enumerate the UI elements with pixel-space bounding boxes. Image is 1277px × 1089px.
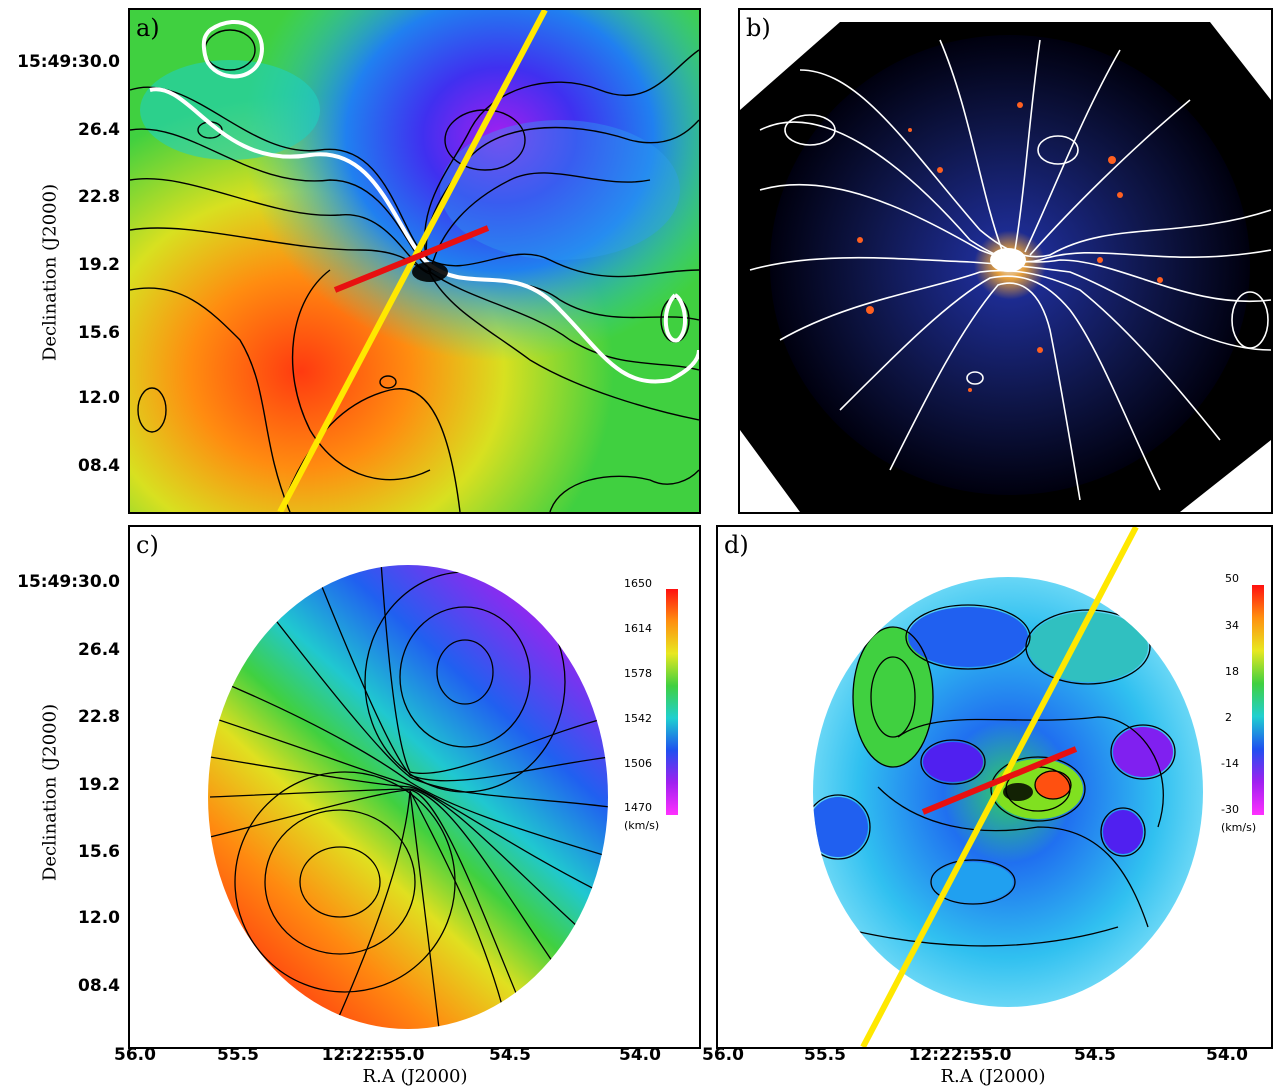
panel-label: d) (724, 531, 749, 559)
y-tick: 15:49:30.0 (17, 52, 120, 72)
colorbar-tick: 50 (1225, 572, 1239, 585)
panel-c-model-field: c) 1650 1614 1578 1542 1506 1470 (km/s) (128, 525, 701, 1049)
colorbar-tick: 1470 (624, 801, 652, 814)
y-tick: 15:49:30.0 (17, 572, 120, 592)
colorbar-tick: 18 (1225, 665, 1239, 678)
y-tick: 15.6 (78, 842, 120, 862)
colorbar-tick: 2 (1225, 711, 1232, 724)
x-tick: 55.5 (217, 1045, 259, 1065)
y-axis-label-top: Declination (J2000) (39, 183, 61, 362)
x-axis-label-right: R.A (J2000) (940, 1066, 1046, 1087)
panel-d-map (813, 527, 1203, 1047)
x-tick: 12:22:55.0 (321, 1045, 425, 1065)
y-tick: 12.0 (78, 908, 120, 928)
y-tick: 08.4 (78, 976, 120, 996)
y-tick: 08.4 (78, 456, 120, 476)
colorbar-unit: (km/s) (624, 819, 660, 832)
colorbar-tick: 1614 (624, 622, 652, 635)
colorbar-tick: 1578 (624, 667, 652, 680)
kinematic-axis-line (921, 746, 1078, 815)
y-tick: 19.2 (78, 255, 120, 275)
panel-a-velocity-field: a) (128, 8, 701, 514)
panel-label: b) (746, 14, 771, 42)
colorbar-c (666, 589, 678, 815)
panel-label: c) (136, 531, 159, 559)
x-tick: 54.0 (619, 1045, 661, 1065)
y-tick: 19.2 (78, 775, 120, 795)
x-tick: 12:22:55.0 (908, 1045, 1012, 1065)
panel-b-image-contours: b) (738, 8, 1273, 514)
panel-label: a) (136, 14, 160, 42)
x-tick: 54.5 (489, 1045, 531, 1065)
colorbar-tick: 34 (1225, 619, 1239, 632)
colorbar-tick: 1650 (624, 577, 652, 590)
y-tick: 15.6 (78, 323, 120, 343)
panel-a-map (130, 10, 699, 512)
colorbar-unit: (km/s) (1221, 821, 1257, 834)
y-tick: 22.8 (78, 707, 120, 727)
major-axis-line (860, 527, 1139, 1047)
kinematic-axis-line (333, 225, 490, 293)
colorbar-tick: -14 (1221, 757, 1239, 770)
x-tick: 56.0 (114, 1045, 156, 1065)
panel-d-residual-field: d) 50 34 18 2 -14 -30 (km/s) (716, 525, 1273, 1049)
x-tick: 54.0 (1206, 1045, 1248, 1065)
x-tick: 56.0 (702, 1045, 744, 1065)
y-tick: 26.4 (78, 640, 120, 660)
colorbar-d (1252, 585, 1264, 815)
y-axis-label-bottom: Declination (J2000) (39, 703, 61, 882)
panel-c-map (208, 565, 608, 1029)
y-tick: 26.4 (78, 120, 120, 140)
colorbar-tick: 1506 (624, 757, 652, 770)
y-tick: 22.8 (78, 187, 120, 207)
colorbar-tick: 1542 (624, 712, 652, 725)
colorbar-tick: -30 (1221, 803, 1239, 816)
y-tick: 12.0 (78, 388, 120, 408)
panel-b-map (740, 22, 1271, 512)
x-axis-label-left: R.A (J2000) (362, 1066, 468, 1087)
x-tick: 54.5 (1074, 1045, 1116, 1065)
x-tick: 55.5 (804, 1045, 846, 1065)
